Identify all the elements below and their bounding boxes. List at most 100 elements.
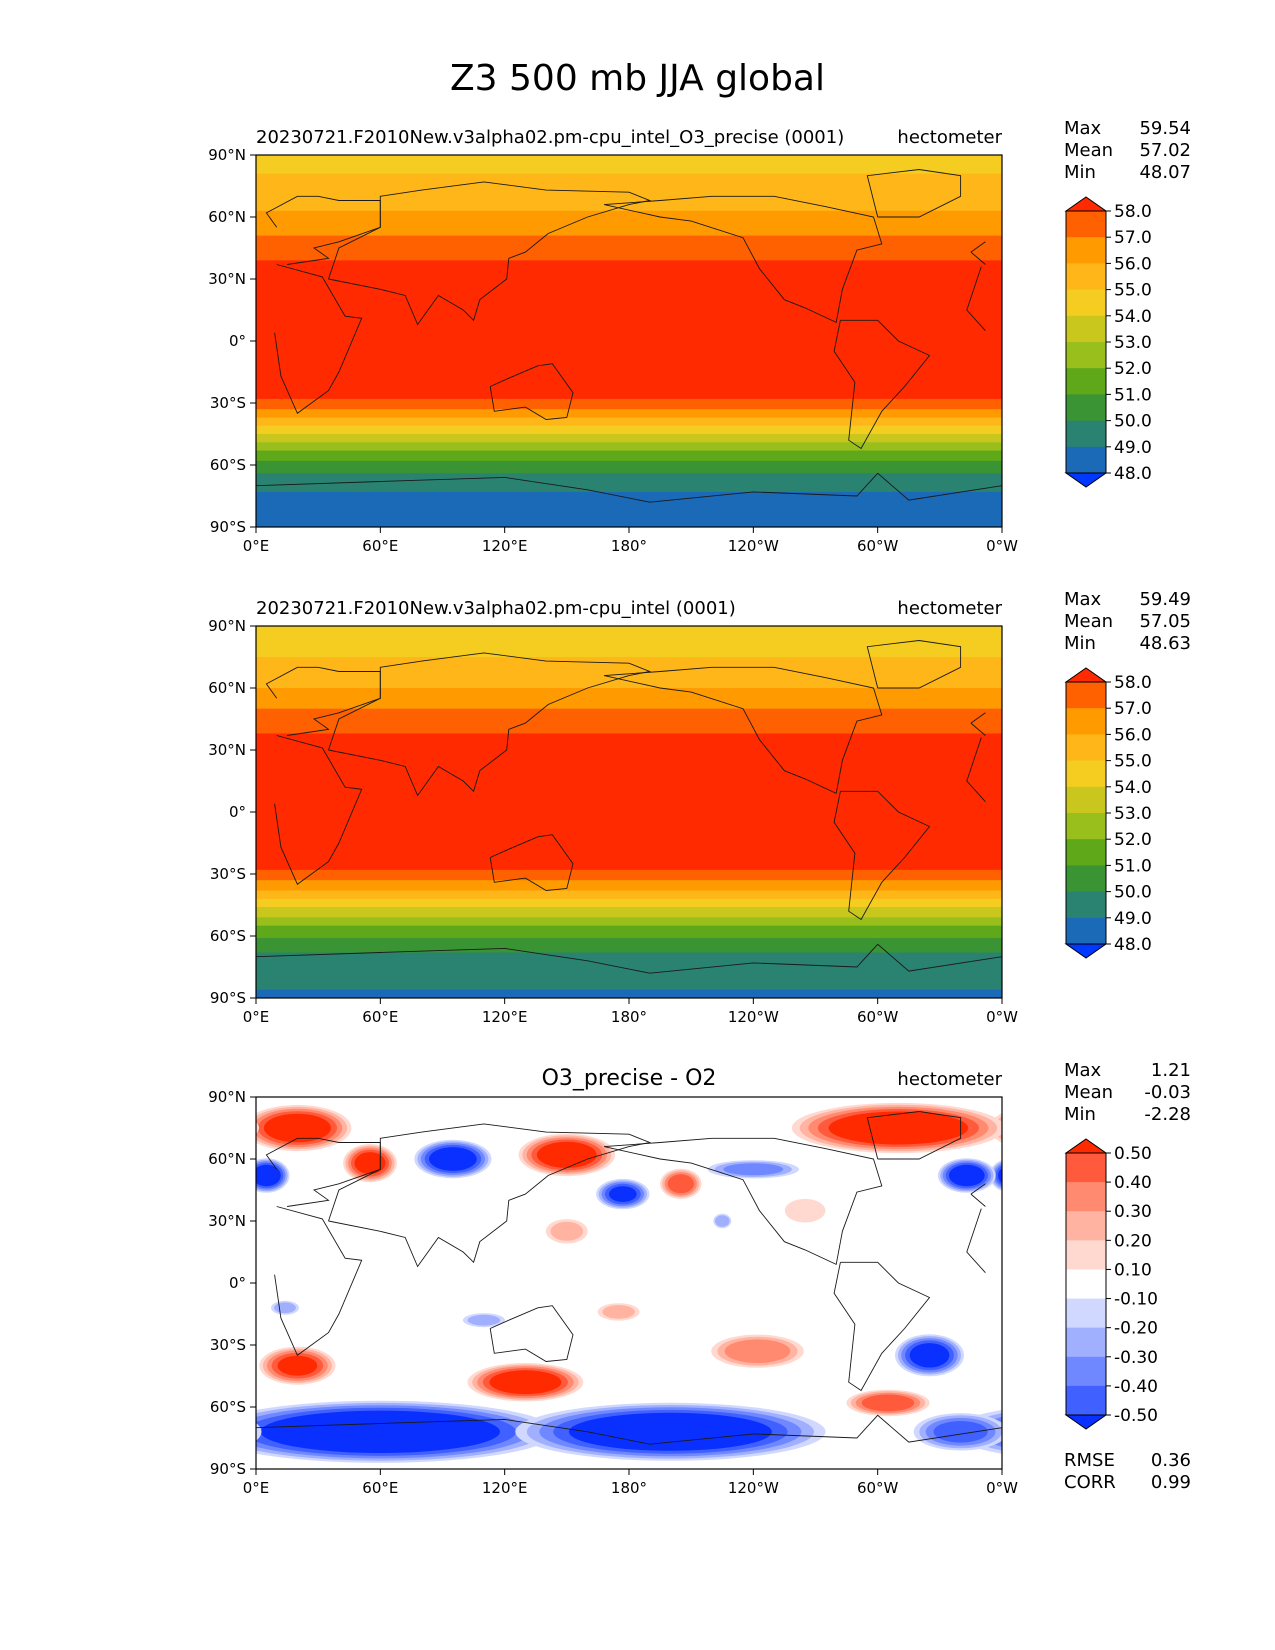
coastline-2 [328,1123,652,1268]
field-band [256,727,1002,730]
field-band [256,787,1002,790]
y-tick-label: 30°N [208,270,246,288]
field-band [256,386,1002,390]
field-band [256,791,1002,794]
field-band [256,812,1002,815]
field-band [256,863,1002,867]
field-band [256,169,1002,173]
field-band [256,644,1002,648]
field-band [256,303,1002,307]
field-band [256,351,1002,354]
field-band [256,778,1002,782]
y-tick-label: 0° [229,1274,246,1292]
y-tick-label: 60°N [208,679,246,697]
field-band [256,483,1002,487]
y-tick-label: 60°N [208,208,246,226]
field-band [256,714,1002,718]
field-band [256,198,1002,202]
field-band [256,165,1002,168]
field-band [256,793,1002,797]
field-band [256,256,1002,259]
anomaly-contour [256,1122,259,1134]
field-band [256,161,1002,164]
colorbar-tick-label: 48.0 [1114,935,1152,955]
field-band [256,465,1002,468]
field-band [256,322,1002,326]
field-band [256,225,1002,228]
field-band [256,762,1002,766]
footer-stat-label: RMSE [1064,1450,1115,1471]
field-band [256,183,1002,187]
colorbar-segment [1066,1327,1106,1358]
field-band [256,948,1002,952]
field-band [256,905,1002,908]
field-band [256,349,1002,352]
coastline-0 [274,1206,986,1356]
field-band [256,681,1002,685]
field-band [256,212,1002,216]
field-band [256,320,1002,323]
field-band [256,758,1002,761]
field-band [256,880,1002,883]
field-band [256,252,1002,255]
field-band [256,723,1002,726]
stat-label: Mean [1064,611,1113,632]
field-band [256,202,1002,206]
field-band [256,838,1002,842]
colorbar-tick-label: 48.0 [1114,464,1152,484]
field-band [256,506,1002,509]
field-band [256,200,1002,204]
colorbar-extend-min [1064,1414,1108,1430]
field-band [256,498,1002,501]
field-band [256,685,1002,689]
field-band [256,783,1002,786]
field-band [256,471,1002,474]
field-band [256,400,1002,404]
colorbar-tick-label: 51.0 [1114,385,1152,405]
anomaly-contour [354,1152,386,1175]
field-band [256,983,1002,987]
field-band [256,310,1002,313]
field-band [256,254,1002,257]
field-band [256,289,1002,292]
field-band [256,382,1002,385]
field-band [256,657,1002,660]
colorbar-segment [1066,394,1106,422]
field-band [256,438,1002,441]
field-band [256,473,1002,476]
y-tick-label: 0° [229,803,246,821]
stat-value: 57.05 [1139,611,1191,632]
field-band [256,690,1002,693]
field-band [256,933,1002,937]
field-band [256,747,1002,751]
field-band [256,357,1002,361]
y-tick-label: 60°S [210,1398,246,1416]
field-band [256,661,1002,664]
field-band [256,828,1002,832]
field-band [256,650,1002,654]
y-tick-label: 60°S [210,927,246,945]
panel-subtitle: 20230721.F2010New.v3alpha02.pm-cpu_intel… [256,127,844,148]
field-band [256,452,1002,456]
footer-stat-value: 0.99 [1151,1472,1191,1493]
field-band [256,797,1002,801]
field-band [256,640,1002,644]
field-band [256,419,1002,423]
field-band [256,894,1002,898]
field-band [256,487,1002,491]
field-band [256,365,1002,369]
colorbar-segment [1066,839,1106,866]
field-band [256,403,1002,406]
stat-value: -2.28 [1144,1104,1191,1125]
field-band [256,330,1002,334]
field-band [256,285,1002,288]
field-band [256,919,1002,923]
field-band [256,522,1002,526]
field-band [256,210,1002,214]
colorbar-extend-max [1064,1138,1108,1154]
y-tick-label: 90°N [208,146,246,164]
anomaly-contour [602,1305,635,1319]
anomaly-contour [536,1141,597,1168]
panel-units: hectometer [897,1069,1002,1090]
